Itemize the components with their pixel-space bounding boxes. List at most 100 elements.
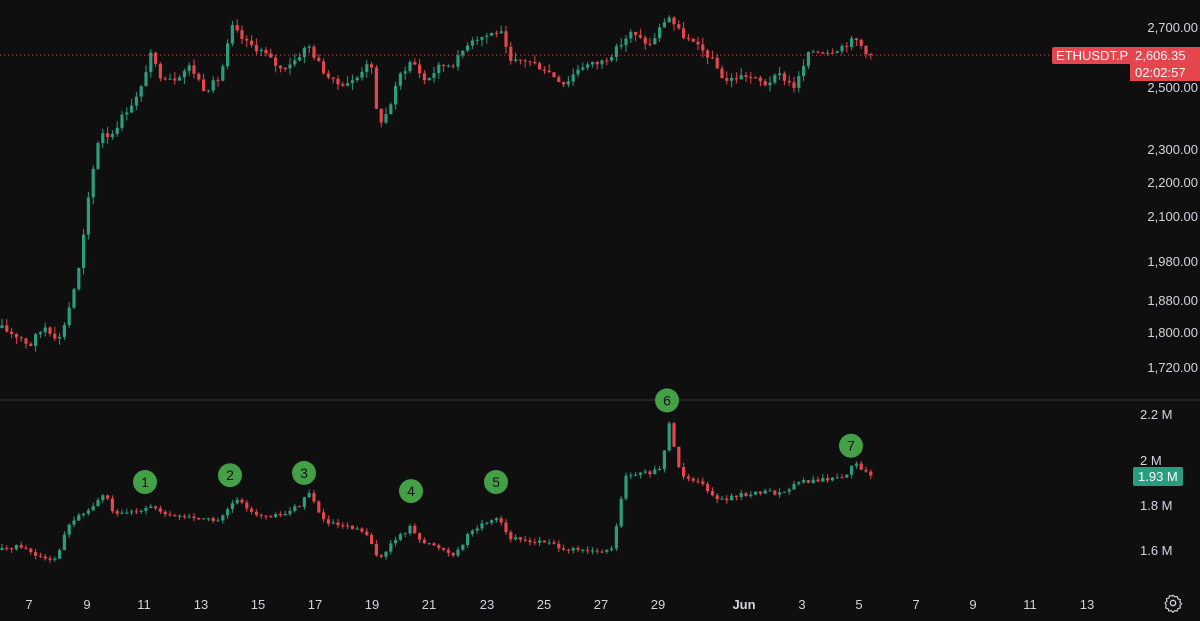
price-candle xyxy=(360,67,364,81)
indicator-candle xyxy=(408,524,412,536)
indicator-candle xyxy=(288,507,292,517)
price-candle xyxy=(581,62,585,72)
time-tick-label: 9 xyxy=(969,597,976,612)
price-candle xyxy=(158,62,162,82)
indicator-candle xyxy=(202,518,206,520)
time-tick-label: 11 xyxy=(137,597,151,612)
indicator-candle xyxy=(350,525,354,530)
indicator-candle xyxy=(691,476,695,483)
price-candle xyxy=(120,110,124,131)
indicator-candle xyxy=(211,516,215,524)
price-candle xyxy=(701,37,705,58)
indicator-candle xyxy=(811,475,815,484)
indicator-candle xyxy=(634,472,638,477)
indicator-candle xyxy=(418,532,422,544)
price-candle xyxy=(514,52,518,63)
indicator-candle xyxy=(235,497,239,505)
price-candle xyxy=(149,49,153,78)
price-tick-label: 1,720.00 xyxy=(1147,360,1198,375)
indicator-candle xyxy=(370,532,374,545)
indicator-candle xyxy=(5,545,9,551)
marker-5: 5 xyxy=(484,470,508,494)
price-candle xyxy=(494,30,498,38)
indicator-candle xyxy=(331,519,335,525)
indicator-candle xyxy=(605,549,609,554)
indicator-candle xyxy=(595,548,599,555)
price-candle xyxy=(24,337,28,349)
indicator-pane[interactable] xyxy=(0,421,873,563)
marker-label: 2 xyxy=(226,467,234,483)
indicator-candle xyxy=(115,508,119,517)
price-candle xyxy=(422,69,426,85)
time-axis[interactable]: 7 9 11 13 15 17 19 21 23 25 27 29 Jun 3 5 7 9 11 13 xyxy=(25,597,1094,612)
price-pane[interactable] xyxy=(0,15,1130,352)
price-candle xyxy=(547,64,551,73)
price-candle xyxy=(706,48,710,65)
price-candle xyxy=(523,58,527,68)
price-candle xyxy=(869,53,873,60)
indicator-candle xyxy=(149,503,153,509)
indicator-candle xyxy=(485,521,489,525)
indicator-candle xyxy=(821,474,825,482)
indicator-candle xyxy=(58,548,62,560)
indicator-candle xyxy=(845,474,849,479)
indicator-candle xyxy=(624,472,628,501)
indicator-candle xyxy=(173,513,177,517)
indicator-candle xyxy=(240,498,244,505)
price-candle xyxy=(34,332,38,352)
indicator-candle xyxy=(782,491,786,493)
price-candle xyxy=(91,165,95,205)
indicator-candle xyxy=(322,508,326,523)
price-candle xyxy=(542,66,546,75)
indicator-candle xyxy=(864,466,868,473)
price-candle xyxy=(206,89,210,93)
marker-label: 6 xyxy=(663,392,671,408)
indicator-candle xyxy=(182,514,186,519)
price-candle xyxy=(230,20,234,47)
indicator-candle xyxy=(206,517,210,522)
price-candle xyxy=(58,332,62,345)
price-candle xyxy=(461,50,465,59)
indicator-candle xyxy=(835,473,839,479)
indicator-candle xyxy=(221,514,225,524)
price-tick-label: 2,200.00 xyxy=(1147,175,1198,190)
price-candle xyxy=(19,336,23,342)
price-candle xyxy=(298,52,302,62)
indicator-candle xyxy=(53,556,57,562)
indicator-candle xyxy=(629,472,633,480)
indicator-candle xyxy=(734,495,738,501)
indicator-candle xyxy=(106,494,110,501)
indicator-candle xyxy=(355,526,359,530)
price-candle xyxy=(48,326,52,337)
indicator-candle xyxy=(672,421,676,447)
indicator-candle xyxy=(787,487,791,495)
indicator-candle xyxy=(230,500,234,514)
price-candle xyxy=(259,47,263,57)
price-tick-label: 2,500.00 xyxy=(1147,80,1198,95)
price-candle xyxy=(456,50,460,71)
price-candle xyxy=(101,128,105,148)
indicator-candle xyxy=(317,500,321,514)
indicator-axis[interactable]: 2.2 M 2 M 1.8 M 1.6 M xyxy=(1140,407,1173,558)
indicator-candle xyxy=(466,532,470,548)
price-candle xyxy=(374,65,378,110)
indicator-candle xyxy=(389,540,393,555)
price-candle xyxy=(96,140,100,171)
price-candle xyxy=(566,76,570,88)
time-tick-label: 21 xyxy=(422,597,436,612)
indicator-candle xyxy=(840,474,844,479)
price-axis[interactable]: 2,700.00 2,500.00 2,300.00 2,200.00 2,100.00… xyxy=(1147,20,1198,375)
indicator-candle xyxy=(374,540,378,557)
indicator-candle xyxy=(48,555,52,563)
indicator-candle xyxy=(792,480,796,490)
time-tick-label: Jun xyxy=(732,597,755,612)
price-candle xyxy=(619,38,623,50)
indicator-candle xyxy=(154,505,158,511)
indicator-candle xyxy=(394,536,398,547)
gear-icon[interactable] xyxy=(1163,593,1183,613)
indicator-candle xyxy=(269,514,273,518)
marker-4: 4 xyxy=(399,479,423,504)
indicator-candle xyxy=(778,488,782,498)
price-candle xyxy=(648,38,652,47)
